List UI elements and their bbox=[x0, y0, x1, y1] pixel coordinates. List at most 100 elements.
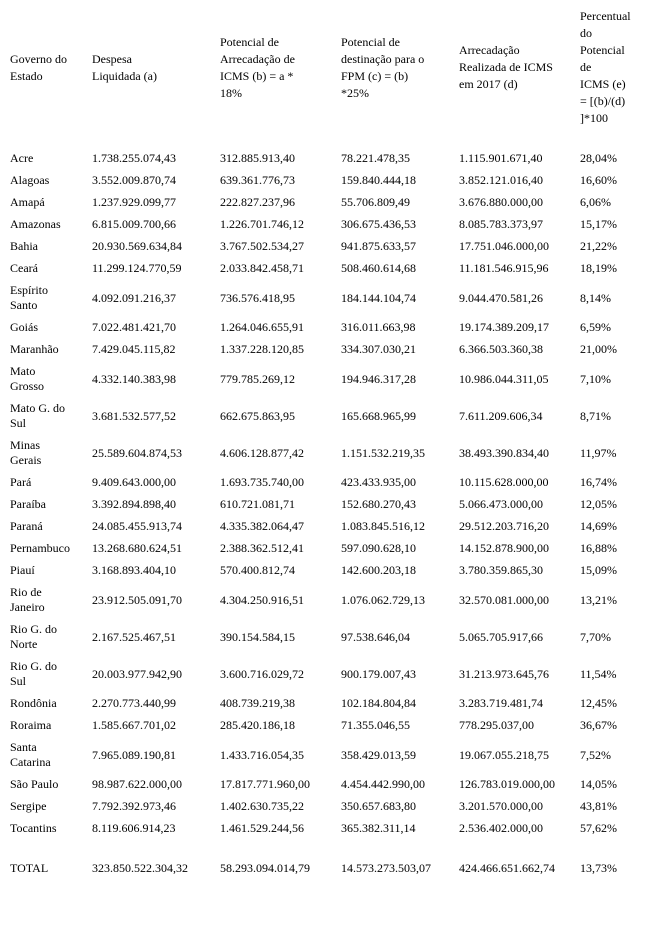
state-row: Mato Grosso 4.332.140.383,98 779.785.269,1… bbox=[10, 360, 656, 397]
cell-despesa-liquidada: 7.429.045.115,82 bbox=[92, 342, 176, 356]
cell-arrecadacao-2017: 10.986.044.311,05 bbox=[459, 371, 549, 386]
cell-potencial-fpm: 597.090.628,10 bbox=[341, 541, 416, 555]
cell-percentual: 13,21% bbox=[580, 592, 617, 607]
cell-arrecadacao-2017: 5.065.705.917,66 bbox=[459, 629, 543, 644]
cell-despesa-liquidada: 1.738.255.074,43 bbox=[92, 151, 176, 165]
cell-percentual: 11,97% bbox=[580, 445, 617, 460]
cell-arrecadacao-2017: 38.493.390.834,40 bbox=[459, 445, 549, 460]
cell-arrecadacao-2017: 5.066.473.000,00 bbox=[459, 497, 543, 511]
cell-potencial-icms: 3.600.716.029,72 bbox=[220, 666, 304, 681]
cell-potencial-fpm: 423.433.935,00 bbox=[341, 475, 416, 489]
cell-potencial-fpm: 365.382.311,14 bbox=[341, 821, 416, 835]
state-row: Piauí 3.168.893.404,10 570.400.812,74 142.6… bbox=[10, 559, 656, 581]
state-row: Espírito Santo 4.092.091.216,37 736.576.41… bbox=[10, 279, 656, 316]
state-row: Rio G. do Norte 2.167.525.467,51 390.154.5… bbox=[10, 618, 656, 655]
state-row: Mato G. do Sul 3.681.532.577,52 662.675.86… bbox=[10, 397, 656, 434]
column-header-state: Governo do Estado bbox=[10, 51, 67, 83]
cell-potencial-icms: 1.402.630.735,22 bbox=[220, 799, 304, 813]
cell-potencial-fpm: 14.573.273.503,07 bbox=[341, 861, 431, 875]
cell-potencial-icms: 408.739.219,38 bbox=[220, 696, 295, 710]
cell-despesa-liquidada: 1.237.929.099,77 bbox=[92, 195, 176, 209]
cell-despesa-liquidada: 6.815.009.700,66 bbox=[92, 217, 176, 231]
cell-arrecadacao-2017: 31.213.973.645,76 bbox=[459, 666, 549, 681]
row-label: Rondônia bbox=[10, 696, 57, 710]
cell-potencial-fpm: 334.307.030,21 bbox=[341, 342, 416, 356]
cell-potencial-icms: 570.400.812,74 bbox=[220, 563, 295, 577]
state-row: Bahia 20.930.569.634,84 3.767.502.534,27 94… bbox=[10, 235, 656, 257]
cell-potencial-icms: 4.606.128.877,42 bbox=[220, 445, 304, 460]
total-row: TOTAL 323.850.522.304,32 58.293.094.014,79… bbox=[10, 857, 656, 879]
cell-potencial-fpm: 159.840.444,18 bbox=[341, 173, 416, 187]
cell-arrecadacao-2017: 32.570.081.000,00 bbox=[459, 592, 549, 607]
cell-percentual: 8,14% bbox=[580, 290, 611, 305]
cell-potencial-icms: 1.433.716.054,35 bbox=[220, 747, 304, 762]
row-label: Santa Catarina bbox=[10, 740, 51, 769]
cell-potencial-icms: 285.420.186,18 bbox=[220, 718, 295, 732]
state-row: Acre 1.738.255.074,43 312.885.913,40 78.221… bbox=[10, 147, 656, 169]
row-label: Tocantins bbox=[10, 821, 57, 835]
state-row: Rio de Janeiro 23.912.505.091,70 4.304.250… bbox=[10, 581, 656, 618]
state-row: Tocantins 8.119.606.914,23 1.461.529.244,5… bbox=[10, 817, 656, 839]
document-page: Governo do Estado Despesa Liquidada (a) Po… bbox=[10, 9, 656, 879]
cell-percentual: 14,69% bbox=[580, 519, 617, 533]
row-label: Espírito Santo bbox=[10, 283, 48, 312]
cell-percentual: 14,05% bbox=[580, 777, 617, 791]
state-row: São Paulo 98.987.622.000,00 17.817.771.960… bbox=[10, 773, 656, 795]
cell-despesa-liquidada: 23.912.505.091,70 bbox=[92, 592, 182, 607]
cell-percentual: 12,05% bbox=[580, 497, 617, 511]
row-label: São Paulo bbox=[10, 777, 59, 791]
cell-despesa-liquidada: 3.552.009.870,74 bbox=[92, 173, 176, 187]
cell-despesa-liquidada: 3.392.894.898,40 bbox=[92, 497, 176, 511]
cell-potencial-fpm: 142.600.203,18 bbox=[341, 563, 416, 577]
state-row: Rondônia 2.270.773.440,99 408.739.219,38 10… bbox=[10, 692, 656, 714]
cell-percentual: 15,09% bbox=[580, 563, 617, 577]
state-row: Alagoas 3.552.009.870,74 639.361.776,73 159… bbox=[10, 169, 656, 191]
row-label: Pará bbox=[10, 475, 32, 489]
cell-potencial-fpm: 508.460.614,68 bbox=[341, 261, 416, 275]
cell-potencial-icms: 312.885.913,40 bbox=[220, 151, 295, 165]
column-header-potencial-icms: Potencial de Arrecadação de ICMS (b) = a… bbox=[220, 34, 295, 100]
cell-potencial-fpm: 1.083.845.516,12 bbox=[341, 519, 425, 533]
spacer-row bbox=[10, 839, 656, 857]
cell-arrecadacao-2017: 424.466.651.662,74 bbox=[459, 861, 555, 875]
cell-arrecadacao-2017: 10.115.628.000,00 bbox=[459, 475, 549, 489]
cell-percentual: 11,54% bbox=[580, 666, 617, 681]
cell-percentual: 43,81% bbox=[580, 799, 617, 813]
cell-potencial-fpm: 184.144.104,74 bbox=[341, 290, 416, 305]
state-row: Goiás 7.022.481.421,70 1.264.046.655,91 316… bbox=[10, 316, 656, 338]
column-header-potencial-fpm: Potencial de destinação para o FPM (c) =… bbox=[341, 34, 425, 100]
cell-potencial-fpm: 900.179.007,43 bbox=[341, 666, 416, 681]
cell-potencial-icms: 639.361.776,73 bbox=[220, 173, 295, 187]
row-label: Acre bbox=[10, 151, 34, 165]
cell-despesa-liquidada: 2.270.773.440,99 bbox=[92, 696, 176, 710]
cell-despesa-liquidada: 323.850.522.304,32 bbox=[92, 861, 188, 875]
cell-potencial-fpm: 78.221.478,35 bbox=[341, 151, 410, 165]
cell-arrecadacao-2017: 3.283.719.481,74 bbox=[459, 696, 543, 710]
cell-percentual: 6,06% bbox=[580, 195, 611, 209]
state-row: Sergipe 7.792.392.973,46 1.402.630.735,22 3… bbox=[10, 795, 656, 817]
state-row: Paraíba 3.392.894.898,40 610.721.081,71 152… bbox=[10, 493, 656, 515]
cell-percentual: 8,71% bbox=[580, 408, 611, 423]
cell-potencial-fpm: 165.668.965,99 bbox=[341, 408, 416, 423]
cell-despesa-liquidada: 13.268.680.624,51 bbox=[92, 541, 182, 555]
cell-potencial-icms: 58.293.094.014,79 bbox=[220, 861, 310, 875]
cell-arrecadacao-2017: 3.852.121.016,40 bbox=[459, 173, 543, 187]
cell-arrecadacao-2017: 3.780.359.865,30 bbox=[459, 563, 543, 577]
cell-despesa-liquidada: 8.119.606.914,23 bbox=[92, 821, 176, 835]
state-row: Minas Gerais 25.589.604.874,53 4.606.128.8… bbox=[10, 434, 656, 471]
cell-arrecadacao-2017: 3.201.570.000,00 bbox=[459, 799, 543, 813]
row-label: Bahia bbox=[10, 239, 38, 253]
state-row: Roraima 1.585.667.701,02 285.420.186,18 71.… bbox=[10, 714, 656, 736]
cell-potencial-icms: 17.817.771.960,00 bbox=[220, 777, 310, 791]
cell-despesa-liquidada: 20.930.569.634,84 bbox=[92, 239, 182, 253]
cell-percentual: 21,22% bbox=[580, 239, 617, 253]
row-label: Alagoas bbox=[10, 173, 50, 187]
row-label: Paraná bbox=[10, 519, 43, 533]
cell-arrecadacao-2017: 778.295.037,00 bbox=[459, 718, 534, 732]
cell-despesa-liquidada: 4.332.140.383,98 bbox=[92, 371, 176, 386]
cell-potencial-icms: 1.693.735.740,00 bbox=[220, 475, 304, 489]
state-row: Pará 9.409.643.000,00 1.693.735.740,00 423.… bbox=[10, 471, 656, 493]
cell-potencial-icms: 736.576.418,95 bbox=[220, 290, 295, 305]
row-label: Rio de Janeiro bbox=[10, 585, 45, 614]
row-label: Goiás bbox=[10, 320, 38, 334]
